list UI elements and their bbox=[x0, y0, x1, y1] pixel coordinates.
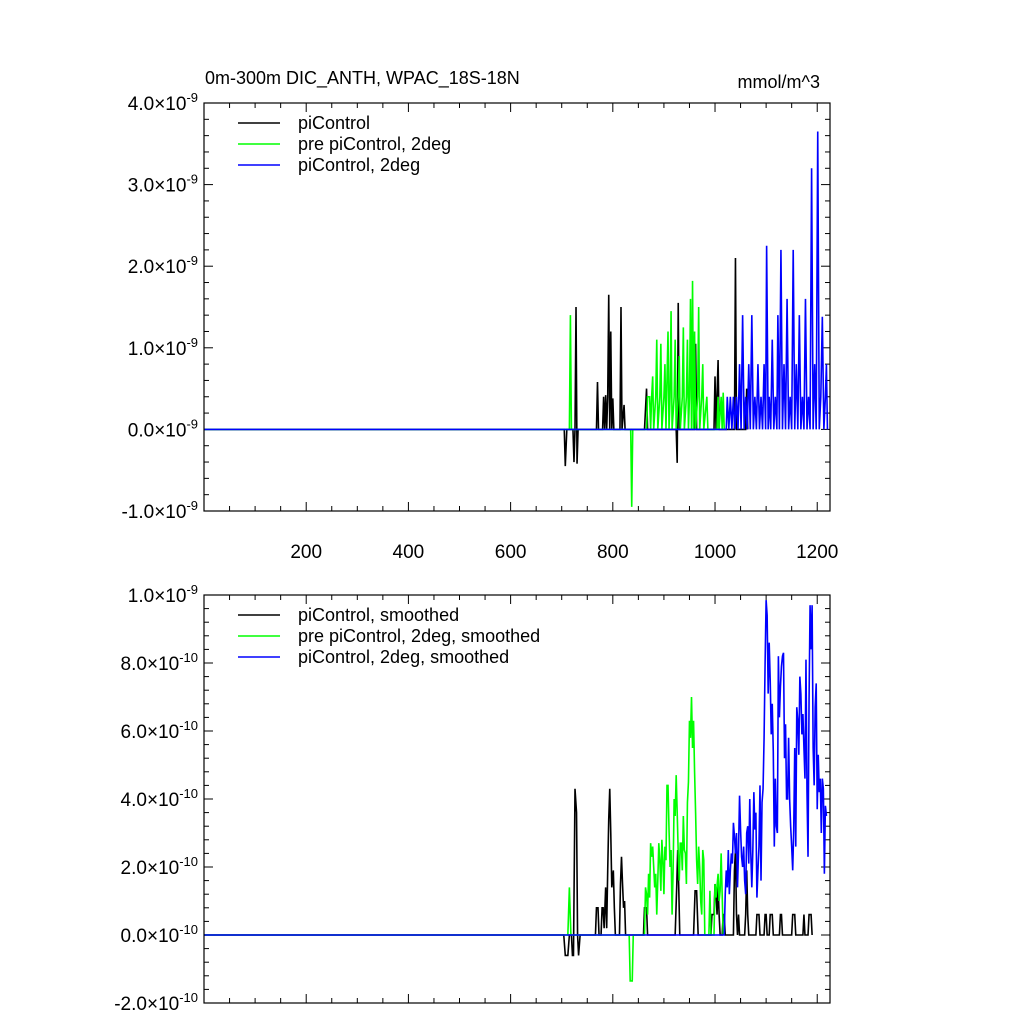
top-axes: 200 400 600 800 1000 1200 -1.0×10-9 0.0×10-9 1.0… bbox=[121, 90, 838, 563]
series-line-3 bbox=[204, 131, 829, 431]
y-tick-label: 4.0×10-9 bbox=[128, 90, 198, 115]
legend-label: piControl bbox=[298, 113, 370, 133]
bottom-chart: -2.0×10-10 0.0×10-10 2.0×10-10 4.0×10-10 6.0… bbox=[114, 582, 831, 1015]
legend-label: piControl, 2deg, smoothed bbox=[298, 647, 509, 667]
bottom-series-group bbox=[204, 600, 828, 982]
x-tick-label: 800 bbox=[597, 542, 629, 563]
x-tick-label: 1200 bbox=[796, 542, 838, 563]
series-line-2 bbox=[204, 280, 726, 507]
top-chart: 0m-300m DIC_ANTH, WPAC_18S-18N mmol/m^3 … bbox=[121, 68, 838, 563]
chart-title: 0m-300m DIC_ANTH, WPAC_18S-18N bbox=[205, 68, 520, 89]
y-tick-label: 1.0×10-9 bbox=[128, 335, 198, 360]
y-tick-label: 1.0×10-9 bbox=[128, 582, 198, 607]
series-line-2 bbox=[204, 696, 724, 982]
y-tick-label: 4.0×10-10 bbox=[121, 786, 198, 811]
y-tick-label: 0.0×10-9 bbox=[128, 416, 198, 441]
legend-label: piControl, 2deg bbox=[298, 155, 420, 175]
y-tick-label: -1.0×10-9 bbox=[121, 498, 198, 523]
x-tick-label: 400 bbox=[393, 542, 425, 563]
top-series-group bbox=[204, 131, 829, 507]
series-line-3 bbox=[204, 600, 828, 936]
y-tick-label: 0.0×10-10 bbox=[121, 922, 198, 947]
x-tick-label: 1000 bbox=[694, 542, 736, 563]
top-plot-frame bbox=[203, 102, 831, 512]
y-tick-label: 6.0×10-10 bbox=[121, 718, 198, 743]
legend-label: pre piControl, 2deg bbox=[298, 134, 451, 154]
series-line-1 bbox=[204, 258, 749, 467]
legend-label: pre piControl, 2deg, smoothed bbox=[298, 626, 540, 646]
bottom-axes: -2.0×10-10 0.0×10-10 2.0×10-10 4.0×10-10 6.0… bbox=[114, 582, 830, 1015]
bottom-plot-frame bbox=[203, 594, 831, 1004]
x-tick-label: 200 bbox=[290, 542, 322, 563]
y-tick-label: -2.0×10-10 bbox=[114, 990, 198, 1015]
y-tick-label: 2.0×10-9 bbox=[128, 253, 198, 278]
legend-label: piControl, smoothed bbox=[298, 605, 459, 625]
units-label: mmol/m^3 bbox=[738, 72, 820, 92]
y-tick-label: 3.0×10-9 bbox=[128, 172, 198, 197]
x-tick-label: 600 bbox=[495, 542, 527, 563]
y-tick-label: 2.0×10-10 bbox=[121, 854, 198, 879]
y-tick-label: 8.0×10-10 bbox=[121, 650, 198, 675]
